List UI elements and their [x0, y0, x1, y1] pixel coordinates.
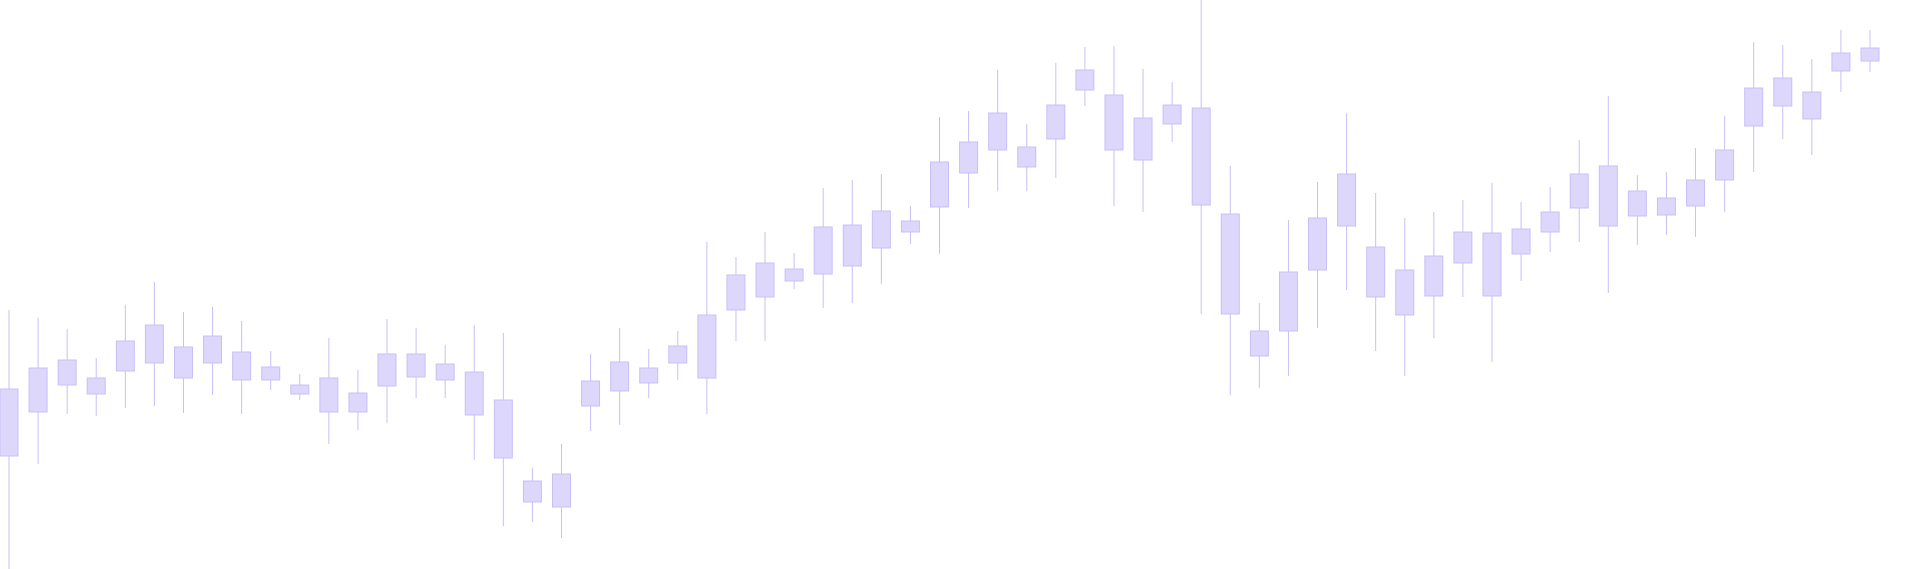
candle-body — [348, 392, 368, 413]
candle-body — [1278, 271, 1298, 332]
candle-body — [377, 353, 397, 387]
candle-body — [435, 363, 455, 381]
candle-body — [173, 346, 193, 379]
candle-body — [0, 388, 19, 457]
candle-body — [813, 226, 833, 275]
candle-body — [842, 224, 862, 267]
candle-body — [57, 359, 77, 386]
candle-body — [1598, 165, 1618, 227]
candle-body — [144, 324, 164, 364]
candle-body — [464, 371, 484, 416]
candle-body — [1046, 104, 1066, 140]
candle-body — [1424, 255, 1444, 297]
candle-body — [639, 367, 659, 384]
candle-body — [115, 340, 135, 372]
candle-body — [86, 377, 106, 395]
candle-body — [1337, 173, 1357, 227]
candle-body — [581, 380, 601, 407]
candle-body — [1191, 107, 1211, 206]
candle-body — [28, 367, 48, 413]
candle-body — [1831, 52, 1851, 72]
candle-body — [697, 314, 717, 379]
candle-body — [406, 353, 426, 378]
candle-body — [1802, 91, 1822, 120]
candle-body — [1075, 69, 1095, 91]
candle-body — [1627, 190, 1647, 217]
candle-body — [959, 141, 979, 174]
candle-body — [1220, 213, 1240, 315]
candle-body — [1453, 231, 1473, 264]
candle-body — [1133, 117, 1153, 161]
candle-body — [551, 473, 571, 508]
candle-body — [290, 384, 310, 395]
candle-body — [1482, 232, 1502, 297]
candle-body — [522, 480, 542, 503]
candle-body — [930, 161, 949, 208]
candle-body — [261, 366, 281, 381]
candle-body — [1511, 228, 1531, 255]
candle-body — [1366, 246, 1386, 298]
candle-body — [1308, 217, 1328, 271]
candle-body — [1744, 87, 1764, 127]
candle-body — [871, 210, 891, 249]
candle-body — [319, 377, 339, 413]
candle-body — [668, 345, 688, 364]
candle-body — [203, 335, 223, 364]
candle-body — [784, 268, 804, 282]
candle-body — [988, 112, 1008, 151]
candle-body — [1569, 173, 1589, 209]
candle-body — [610, 361, 630, 392]
candle-body — [1249, 330, 1269, 357]
candle-body — [1017, 146, 1037, 168]
candle-body — [900, 220, 920, 233]
candle-body — [232, 351, 252, 381]
candle-body — [1715, 149, 1735, 181]
candle-body — [493, 399, 513, 459]
candle-body — [1773, 77, 1793, 107]
candle-body — [1104, 94, 1124, 151]
candle-body — [1395, 269, 1415, 316]
candle-body — [1540, 211, 1560, 233]
candle-body — [1162, 104, 1182, 125]
candle-body — [1656, 197, 1676, 216]
candle-body — [726, 274, 746, 311]
candle-body — [1860, 47, 1880, 62]
candle-body — [1686, 179, 1706, 207]
candle-body — [755, 262, 775, 298]
